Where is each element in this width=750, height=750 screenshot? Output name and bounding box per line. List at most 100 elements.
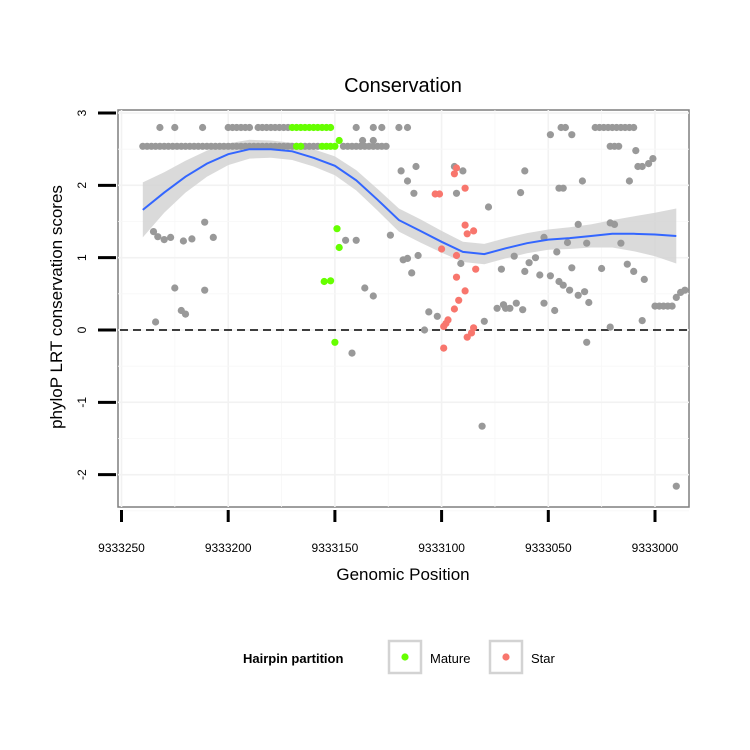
point-other [630,123,638,132]
point-other [649,155,657,163]
point-other [386,231,394,239]
y-axis-title: phyloP LRT conservation scores [47,185,66,429]
x-tick-label: 9333000 [632,541,679,555]
confidence-band [142,139,677,265]
point-other [585,298,593,307]
legend: Hairpin partition Mature Star [243,639,556,675]
point-other [414,251,422,260]
point-mature [320,277,328,286]
x-tick-label: 9333250 [98,541,145,555]
plot-border [117,109,690,508]
point-mature [333,225,341,233]
legend-label-mature: Mature [430,651,470,666]
point-star [470,227,478,235]
smooth-curve [142,148,677,256]
point-other [638,162,646,171]
point-other [201,218,209,226]
point-other [395,123,403,132]
point-other [632,147,640,155]
point-other [598,264,606,273]
point-other [531,254,540,262]
point-other [167,233,175,241]
point-other [480,317,488,325]
point-other [578,177,587,185]
point-other [478,422,486,430]
point-other [181,310,190,318]
point-other [348,349,356,357]
point-other [149,228,158,236]
point-other [668,302,676,310]
point-other [369,123,377,132]
point-star [461,221,469,229]
point-other [506,304,514,312]
point-star [463,230,471,238]
point-star [442,319,450,328]
point-other [457,259,465,268]
point-other [382,142,390,150]
point-other [672,293,680,301]
plot-panel [117,109,690,512]
y-tick-label: 2 [75,182,89,189]
point-other [536,271,544,279]
point-other [452,189,461,197]
point-other [171,123,179,132]
point-mature [297,142,305,150]
point-other [245,123,254,132]
point-other [361,284,369,292]
point-other [561,123,570,132]
point-other [617,239,625,247]
point-other [209,233,217,241]
point-other [551,306,559,315]
legend-swatch-mature [401,653,409,661]
legend-title: Hairpin partition [243,651,343,666]
point-other [559,281,567,289]
point-other [499,301,508,309]
point-other [581,288,589,296]
point-other [433,312,441,320]
point-star [450,170,458,178]
point-other [493,304,501,312]
point-other [623,260,631,268]
point-mature [327,277,335,285]
point-other [154,233,162,241]
point-other [420,326,429,334]
point-other [638,317,646,325]
point-star [461,287,469,295]
point-other [359,136,367,145]
point-other [546,272,555,280]
point-star [463,333,471,341]
point-other [640,275,648,283]
point-other [521,167,529,175]
point-star [452,251,461,260]
point-other [403,123,412,132]
point-star [452,164,461,172]
point-star [440,344,448,352]
point-other [352,236,360,244]
point-other [568,264,576,272]
x-tick-label: 9333050 [525,541,572,555]
point-mature [327,123,335,132]
point-other [615,142,623,150]
point-other [566,286,574,294]
point-other [546,131,555,139]
legend-label-star: Star [531,651,556,666]
point-other [606,323,614,331]
point-other [408,269,416,277]
point-other [563,238,572,247]
point-other [201,286,209,294]
point-other [378,123,386,132]
point-other [568,131,576,139]
point-other [484,203,493,211]
x-axis-title: Genomic Position [336,565,469,584]
point-other [403,177,412,185]
point-other [517,189,525,197]
chart-title: Conservation [344,75,462,97]
x-tick-label: 9333100 [418,541,465,555]
point-other [156,123,164,132]
point-other [369,136,377,145]
point-star [450,305,458,313]
point-other [179,237,187,245]
point-other [497,265,505,273]
point-other [553,248,561,256]
